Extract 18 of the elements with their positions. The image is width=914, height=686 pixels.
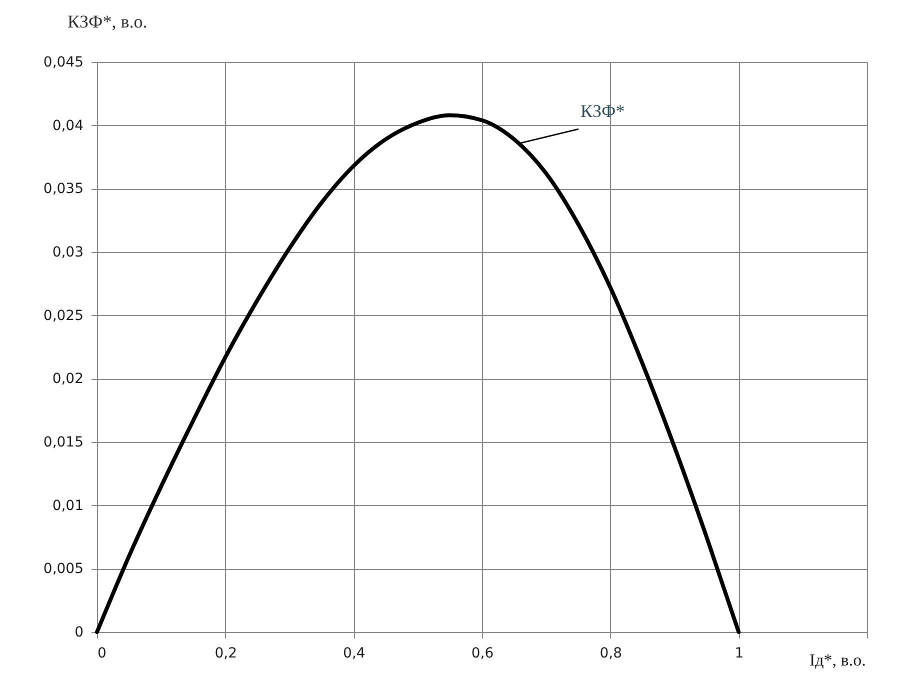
x-tick-label: 0,4	[343, 646, 366, 662]
y-tick-label: 0,045	[43, 54, 84, 70]
y-tick-label: 0	[74, 624, 84, 640]
y-tick-label: 0,035	[43, 181, 84, 198]
y-tick-label: 0,025	[43, 308, 84, 324]
x-tick-label: 0,8	[600, 646, 622, 662]
x-axis-title: Iд*, в.о.	[810, 650, 866, 670]
x-tick-label: 0	[98, 646, 106, 662]
y-tick-label: 0,02	[52, 371, 84, 388]
x-tick-label: 0,6	[471, 646, 494, 662]
y-tick-label: 0,03	[52, 244, 84, 260]
y-tick-label: 0,005	[43, 561, 84, 578]
y-axis-title: КЗФ*, в.о.	[68, 12, 148, 32]
y-tick-label: 0,04	[52, 118, 84, 134]
y-tick-label: 0,01	[52, 498, 84, 514]
x-tick-label: 1	[734, 646, 744, 662]
y-tick-label: 0,015	[43, 434, 84, 450]
x-tick-label: 0,2	[214, 646, 237, 662]
